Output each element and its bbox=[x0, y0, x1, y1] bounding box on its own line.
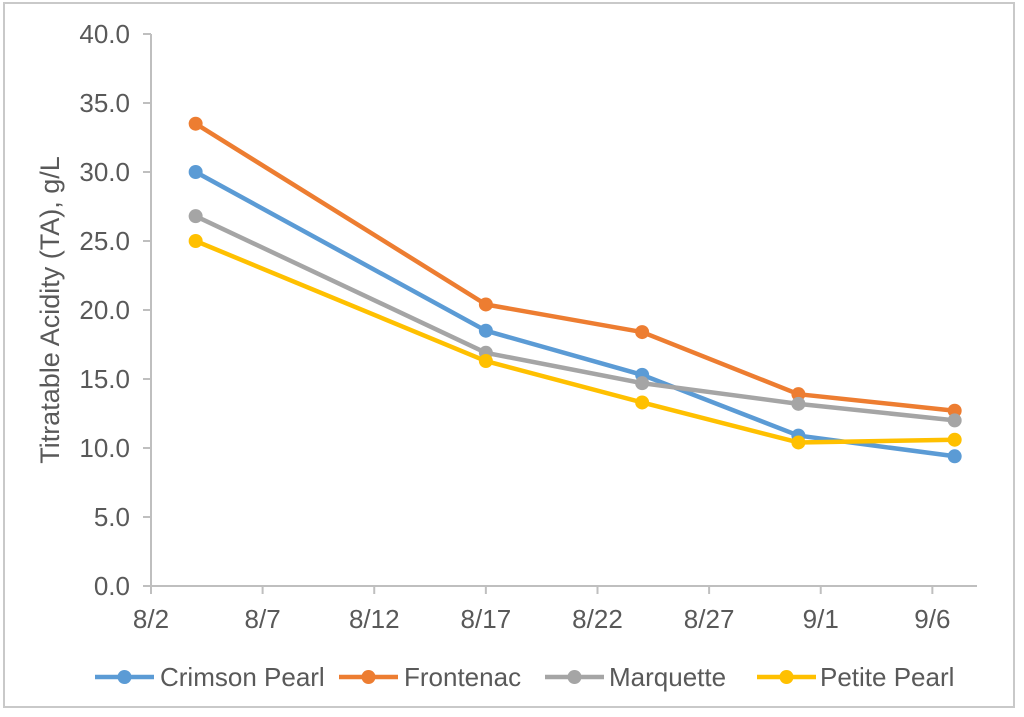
x-tick-label: 8/12 bbox=[349, 604, 400, 634]
legend-label-crimson-pearl[interactable]: Crimson Pearl bbox=[160, 662, 325, 692]
y-tick-label: 40.0 bbox=[79, 19, 130, 49]
legend-key-marker-marquette bbox=[567, 670, 582, 684]
y-axis-title: Titratable Acidity (TA), g/L bbox=[35, 156, 65, 464]
x-tick-label: 8/17 bbox=[461, 604, 512, 634]
x-tick-label: 9/6 bbox=[914, 604, 950, 634]
data-point-frontenac bbox=[791, 387, 806, 402]
y-tick-label: 20.0 bbox=[79, 295, 130, 325]
y-tick-label: 35.0 bbox=[79, 88, 130, 118]
data-point-petite-pearl bbox=[791, 435, 806, 450]
data-point-marquette bbox=[791, 396, 806, 411]
y-tick-label: 5.0 bbox=[94, 502, 130, 532]
x-tick-label: 8/2 bbox=[133, 604, 169, 634]
legend-label-petite-pearl[interactable]: Petite Pearl bbox=[820, 662, 954, 692]
legend-label-frontenac[interactable]: Frontenac bbox=[404, 662, 521, 692]
y-tick-label: 30.0 bbox=[79, 157, 130, 187]
data-point-crimson-pearl bbox=[478, 323, 493, 338]
x-tick-label: 8/27 bbox=[684, 604, 735, 634]
data-point-frontenac bbox=[947, 403, 962, 418]
series-line-frontenac bbox=[193, 121, 957, 413]
legend-label-marquette[interactable]: Marquette bbox=[609, 662, 726, 692]
y-tick-label: 25.0 bbox=[79, 226, 130, 256]
data-point-marquette bbox=[947, 413, 962, 428]
data-point-marquette bbox=[635, 376, 650, 391]
legend-key-marker-crimson-pearl bbox=[117, 670, 132, 684]
legend-key-marker-petite-pearl bbox=[779, 670, 794, 684]
data-point-petite-pearl bbox=[947, 432, 962, 447]
data-point-petite-pearl bbox=[188, 234, 203, 248]
x-tick-label: 8/22 bbox=[572, 604, 623, 634]
data-point-marquette bbox=[188, 209, 203, 224]
data-point-petite-pearl bbox=[635, 395, 650, 410]
series-line-crimson-pearl bbox=[193, 169, 957, 459]
legend-key-marker-frontenac bbox=[361, 670, 376, 684]
y-tick-label: 0.0 bbox=[94, 571, 130, 601]
y-tick-label: 10.0 bbox=[79, 433, 130, 463]
x-tick-label: 8/7 bbox=[245, 604, 281, 634]
data-point-frontenac bbox=[635, 325, 650, 340]
data-point-crimson-pearl bbox=[188, 165, 203, 179]
data-point-frontenac bbox=[478, 297, 493, 312]
data-point-petite-pearl bbox=[478, 354, 493, 369]
data-point-frontenac bbox=[188, 116, 203, 131]
chart-figure: 0.0 5.0 10.0 15.0 20.0 25.0 30.0 35.0 40.0 8/2 8/7… bbox=[3, 2, 1015, 708]
y-tick-label: 15.0 bbox=[79, 364, 130, 394]
titratable-acidity-line-chart: 0.0 5.0 10.0 15.0 20.0 25.0 30.0 35.0 40.0 8/2 8/7… bbox=[35, 19, 977, 692]
x-tick-label: 9/1 bbox=[803, 604, 839, 634]
data-point-crimson-pearl bbox=[947, 449, 962, 464]
